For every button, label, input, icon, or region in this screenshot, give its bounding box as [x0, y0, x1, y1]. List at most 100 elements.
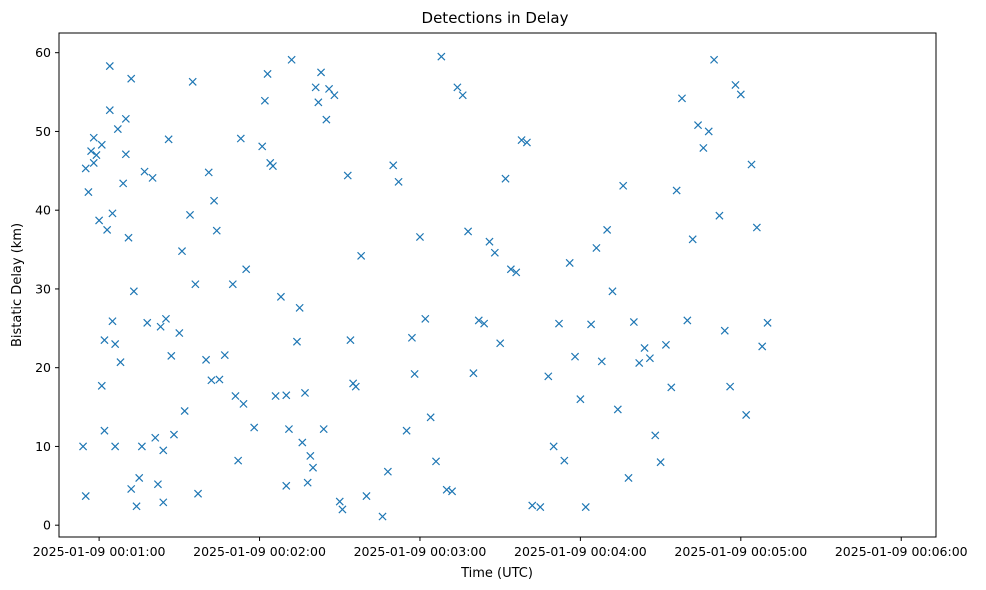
- data-point: [260, 96, 269, 105]
- data-point: [587, 320, 596, 329]
- data-point: [383, 467, 392, 476]
- data-point: [565, 258, 574, 267]
- data-point: [453, 83, 462, 92]
- data-point: [191, 280, 200, 289]
- data-point: [108, 209, 117, 218]
- data-point: [105, 106, 114, 115]
- data-point: [338, 505, 347, 514]
- data-point: [127, 484, 136, 493]
- data-point: [153, 480, 162, 489]
- data-point: [236, 134, 245, 143]
- data-point: [156, 322, 165, 331]
- data-point: [758, 342, 767, 351]
- data-point: [268, 162, 277, 171]
- data-point: [231, 392, 240, 401]
- data-point: [415, 232, 424, 241]
- data-point: [287, 55, 296, 64]
- data-point: [747, 160, 756, 169]
- data-point: [108, 317, 117, 326]
- data-points: [79, 52, 772, 521]
- data-point: [308, 463, 318, 472]
- data-point: [394, 177, 403, 186]
- data-point: [731, 80, 740, 89]
- data-point: [726, 382, 735, 391]
- x-axis: 2025-01-09 00:01:00 2025-01-09 00:02:00 20…: [33, 537, 968, 559]
- data-point: [357, 251, 366, 260]
- data-point: [597, 357, 606, 366]
- data-point: [464, 227, 473, 236]
- data-point: [300, 388, 310, 397]
- data-point: [549, 442, 558, 451]
- data-point: [431, 457, 441, 466]
- data-point: [169, 430, 178, 439]
- y-tick-label: 20: [35, 360, 51, 375]
- data-point: [694, 121, 703, 130]
- data-point: [105, 62, 114, 71]
- data-point: [132, 502, 141, 511]
- data-point: [742, 410, 751, 419]
- data-point: [581, 503, 590, 512]
- data-point: [752, 223, 761, 232]
- data-point: [343, 171, 352, 180]
- data-point: [303, 478, 312, 487]
- data-point: [129, 287, 138, 296]
- data-point: [242, 265, 251, 274]
- data-point: [258, 142, 267, 151]
- data-point: [458, 91, 467, 100]
- data-point: [325, 84, 334, 93]
- data-point: [485, 237, 494, 246]
- data-point: [448, 487, 457, 496]
- data-point: [159, 498, 168, 507]
- data-point: [124, 233, 133, 242]
- data-point: [378, 512, 387, 521]
- data-point: [185, 210, 195, 219]
- data-point: [544, 372, 553, 381]
- chart-title: Detections in Delay: [422, 9, 569, 27]
- y-axis: 0 10 20 30 40 50 60: [35, 45, 59, 533]
- data-point: [194, 489, 203, 498]
- y-tick-label: 40: [35, 203, 51, 218]
- data-point: [699, 143, 708, 152]
- y-tick-label: 10: [35, 439, 51, 454]
- x-tick-label: 2025-01-09 00:06:00: [835, 544, 968, 559]
- x-tick-label: 2025-01-09 00:04:00: [514, 544, 647, 559]
- data-point: [161, 314, 170, 323]
- data-point: [554, 319, 564, 328]
- data-point: [517, 136, 526, 145]
- data-point: [87, 147, 96, 156]
- data-point: [81, 164, 90, 173]
- data-point: [330, 91, 339, 100]
- data-point: [389, 161, 398, 170]
- data-point: [306, 451, 315, 460]
- data-point: [92, 151, 101, 160]
- data-point: [111, 340, 120, 349]
- data-point: [576, 395, 585, 404]
- data-point: [263, 69, 272, 78]
- data-point: [410, 369, 419, 379]
- data-point: [311, 83, 320, 92]
- data-point: [720, 326, 729, 335]
- data-point: [282, 481, 291, 490]
- data-point: [496, 339, 505, 348]
- x-tick-label: 2025-01-09 00:02:00: [193, 544, 326, 559]
- data-point: [127, 74, 136, 83]
- x-tick-label: 2025-01-09 00:03:00: [354, 544, 487, 559]
- data-point: [322, 115, 331, 124]
- data-point: [715, 211, 724, 220]
- data-point: [629, 317, 638, 327]
- data-point: [113, 125, 122, 134]
- data-point: [89, 133, 98, 142]
- data-point: [250, 423, 259, 432]
- data-point: [140, 167, 149, 176]
- data-point: [592, 243, 601, 253]
- data-point: [442, 485, 451, 494]
- data-point: [603, 225, 612, 234]
- data-point: [207, 376, 216, 385]
- data-point: [135, 473, 144, 482]
- data-point: [688, 235, 697, 244]
- data-point: [79, 442, 88, 451]
- data-point: [512, 268, 521, 277]
- data-point: [608, 287, 617, 296]
- plot-area: [58, 32, 937, 538]
- data-point: [292, 337, 301, 346]
